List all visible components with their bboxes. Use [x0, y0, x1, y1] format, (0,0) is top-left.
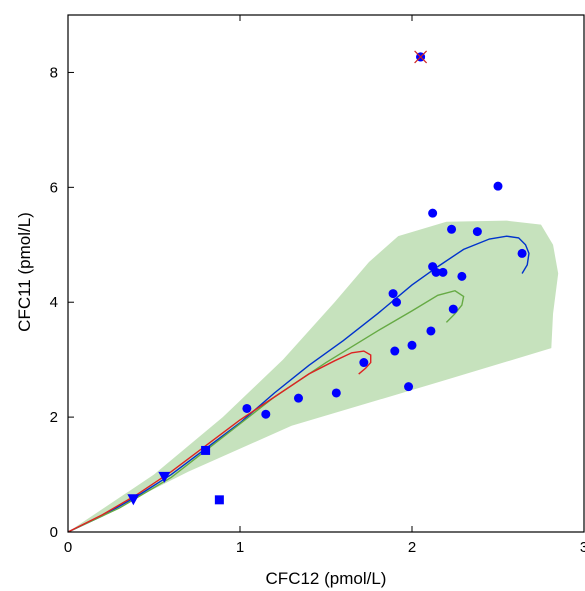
x-tick-label: 1 — [236, 539, 244, 556]
data-point-triangle — [127, 494, 140, 506]
x-tick-label: 0 — [64, 539, 72, 556]
plot-frame — [67, 14, 585, 533]
data-point-circle — [426, 326, 436, 336]
data-point-circle — [428, 208, 438, 218]
y-tick-label: 8 — [50, 64, 58, 81]
data-point-circle — [472, 227, 482, 237]
data-point-circle — [517, 248, 527, 258]
series-line-5 — [67, 289, 465, 533]
data-point-circle — [404, 382, 414, 392]
y-tick-label: 0 — [50, 524, 58, 541]
data-point-circle — [293, 393, 303, 403]
data-point-circle — [448, 304, 458, 314]
data-point-circle — [331, 388, 341, 398]
envelope-region — [68, 220, 559, 532]
data-point-circle — [388, 289, 398, 299]
x-tick-label: 3 — [580, 539, 585, 556]
data-point-square — [201, 445, 211, 455]
x-tick-label: 2 — [408, 539, 416, 556]
data-point-circle — [493, 181, 503, 191]
data-point-circle — [359, 358, 369, 368]
series-line-6 — [67, 350, 372, 533]
data-point-circle — [457, 271, 467, 281]
data-point-circle — [390, 346, 400, 356]
x-axis-label: CFC12 (pmol/L) — [266, 569, 387, 588]
data-point-circle — [392, 297, 402, 307]
data-point-circle — [407, 340, 417, 350]
y-tick-label: 6 — [50, 179, 58, 196]
data-point-circle — [447, 224, 457, 234]
data-point-circle — [242, 403, 252, 413]
data-point-circle — [261, 409, 271, 419]
y-axis-label: CFC11 (pmol/L) — [15, 212, 34, 332]
y-tick-label: 4 — [50, 294, 58, 311]
data-point-cross-mark — [414, 50, 428, 64]
data-point-square — [214, 495, 224, 505]
axes: 0 1 2 3 0 2 4 6 8 — [50, 14, 585, 556]
data-point-circle — [431, 267, 441, 277]
plot-area — [67, 50, 559, 533]
data-point-circle — [438, 267, 448, 277]
data-point-triangle — [158, 471, 171, 483]
y-tick-label: 2 — [50, 409, 58, 426]
